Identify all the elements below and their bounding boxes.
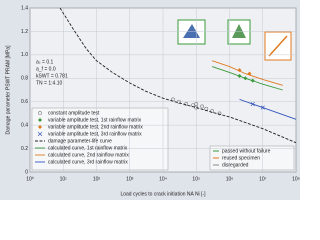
- x-axis-label: Load cycles to crack initiation NA Ni [-…: [120, 191, 206, 197]
- legend-2: [209, 145, 295, 171]
- y-tick-label: 1.2: [21, 29, 28, 35]
- legend: [31, 107, 169, 171]
- legend-label: reused specimen: [222, 155, 260, 161]
- chart: Damage parameter PSWT PRAM [MPa] Load cy…: [0, 0, 300, 200]
- legend-swatch: [38, 118, 42, 122]
- series-line: [239, 98, 297, 120]
- legend-label: variable amplitude test, 1st rainflow ma…: [48, 117, 142, 123]
- legend-swatch: [38, 125, 42, 129]
- series-line: [59, 7, 297, 144]
- y-tick-label: 0.8: [21, 76, 28, 82]
- data-point: [200, 104, 205, 109]
- inset-3-icon: [268, 35, 288, 57]
- legend-swatch: [37, 131, 43, 137]
- legend-label: calculated curve, 1st rainflow matrix: [48, 145, 128, 151]
- inset-2-icon: [232, 24, 246, 38]
- inset-images: [177, 19, 292, 61]
- inset-1-icon: [183, 24, 200, 38]
- legend-label: calculated curve, 3rd rainflow matrix: [48, 159, 128, 165]
- x-tick-label: 10³: [126, 176, 134, 182]
- legend-label: passed without failure: [222, 148, 271, 154]
- legend-label: constant amplitude test: [48, 110, 100, 116]
- x-tick-label: 10⁴: [159, 176, 167, 182]
- annotation: kSWT = 0.781: [36, 73, 68, 79]
- x-tick-label: 10⁶: [226, 176, 234, 182]
- x-tick-label: 10⁷: [259, 176, 267, 182]
- x-tick-label: 10⁵: [192, 176, 200, 182]
- x-tick-label: 10²: [93, 176, 101, 182]
- y-tick-label: 0.4: [21, 122, 28, 128]
- x-tick-label: 10⁰: [26, 176, 34, 182]
- legend-label: calculated curve, 2nd rainflow matrix: [48, 152, 129, 158]
- x-tick-label: 10¹: [60, 176, 68, 182]
- data-point: [217, 111, 222, 116]
- y-axis-label: Damage parameter PSWT PRAM [MPa]: [5, 45, 11, 135]
- y-tick-label: 0.2: [21, 146, 28, 152]
- series-line: [211, 60, 283, 86]
- annotation: a_f = 0.0: [36, 66, 56, 72]
- legend-label: damage parameter-life curve: [48, 138, 112, 144]
- legend-label: variable amplitude test, 3rd rainflow ma…: [48, 131, 142, 137]
- y-tick-label: 0.6: [21, 99, 28, 105]
- annotation: aₛ = 0.1: [36, 59, 54, 65]
- y-tick-label: 1.4: [21, 5, 28, 11]
- annotation: TN = 1:4.10: [36, 80, 62, 86]
- x-tick-label: 10⁸: [292, 176, 300, 182]
- data-point: [194, 102, 199, 106]
- y-tick-label: 1.0: [21, 52, 28, 58]
- legend-label: variable amplitude test, 2nd rainflow ma…: [48, 124, 143, 130]
- series-line: [211, 66, 283, 91]
- page: Damage parameter PSWT PRAM [MPa] Load cy…: [0, 0, 300, 200]
- data-point: [210, 109, 215, 113]
- legend-swatch: [38, 111, 42, 115]
- y-tick-label: 0: [25, 169, 28, 175]
- legend-label: disregarded: [222, 162, 249, 168]
